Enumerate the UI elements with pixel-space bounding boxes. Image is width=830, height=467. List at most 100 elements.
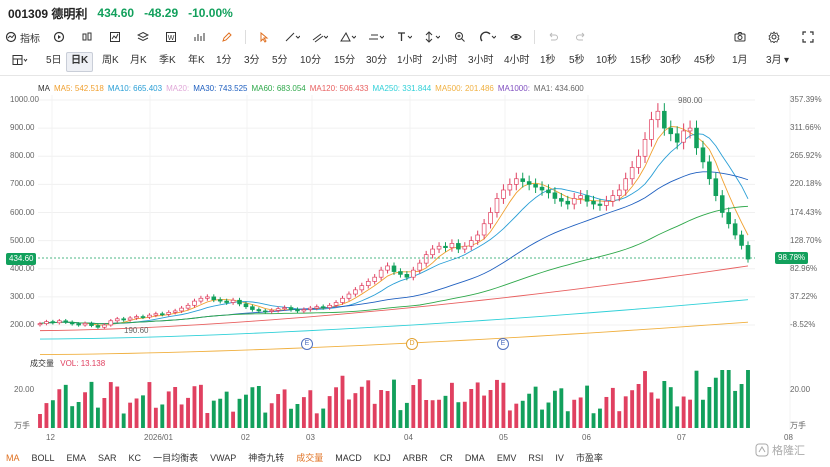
period-more-icon[interactable]: ▾: [784, 55, 790, 66]
undo-button[interactable]: [541, 27, 565, 47]
indicator-tab-8[interactable]: 成交量: [296, 453, 324, 463]
period-21[interactable]: 45秒: [694, 55, 716, 66]
ma-line-60: [39, 205, 749, 325]
fullscreen-button[interactable]: [796, 27, 820, 47]
period-20[interactable]: 30秒: [660, 55, 682, 66]
eye-button[interactable]: [504, 27, 528, 47]
chart-type-button[interactable]: [103, 27, 127, 47]
high-price-annotation: 980.00: [678, 96, 703, 105]
period-9[interactable]: 10分: [300, 55, 322, 66]
period-18[interactable]: 10秒: [596, 55, 618, 66]
volume-bar: [44, 403, 49, 428]
pct-tick: 220.18%: [790, 179, 822, 189]
candle: [674, 133, 680, 143]
pct-tick: 37.22%: [790, 291, 818, 301]
volume-bar: [128, 402, 133, 428]
volume-bar: [424, 400, 429, 428]
volume-bar: [636, 384, 641, 428]
price-tick: 500.00: [10, 235, 35, 245]
period-4[interactable]: 季K: [159, 55, 176, 66]
volume-bar: [353, 393, 358, 428]
pen-button[interactable]: [215, 27, 239, 47]
adjust-button[interactable]: W: [159, 27, 183, 47]
period-2[interactable]: 周K: [102, 55, 119, 66]
period-19[interactable]: 15秒: [630, 55, 652, 66]
indicator-tab-0[interactable]: MA: [6, 452, 20, 463]
volume-bar: [166, 391, 171, 428]
indicator-tab-3[interactable]: SAR: [98, 452, 117, 463]
period-3[interactable]: 月K: [130, 55, 147, 66]
period-1[interactable]: 日K: [66, 52, 94, 72]
period-23[interactable]: 3月: [766, 55, 782, 66]
layout-toggle[interactable]: [8, 52, 32, 70]
channel-tool-button[interactable]: [308, 27, 332, 47]
measure-tool-button[interactable]: [420, 27, 444, 47]
period-14[interactable]: 3小时: [468, 55, 494, 66]
indicator-tab-15[interactable]: RSI: [528, 452, 544, 463]
event-marker-1[interactable]: D: [406, 338, 418, 350]
indicator-tab-5[interactable]: 一目均衡表: [153, 453, 199, 463]
indicator-tab-4[interactable]: KC: [128, 452, 142, 463]
cursor-icon: [260, 31, 269, 43]
fib-tool-button[interactable]: [336, 27, 360, 47]
period-5[interactable]: 年K: [188, 55, 205, 66]
event-marker-2[interactable]: E: [497, 338, 509, 350]
text-tool-icon: [398, 32, 412, 41]
text-tool-button[interactable]: [392, 27, 416, 47]
indicator-tab-17[interactable]: 市盈率: [575, 453, 603, 463]
zoom-icon: [455, 32, 465, 42]
period-15[interactable]: 4小时: [504, 55, 530, 66]
cursor-button[interactable]: [252, 27, 276, 47]
compare-button[interactable]: [187, 27, 211, 47]
period-bar: 5日 日K 周K 月K 季K 年K 1分 3分 5分 10分 15分 30分 1小时 2小时 3小时 4小时 1…: [0, 52, 830, 72]
indicator-tab-11[interactable]: ARBR: [402, 452, 428, 463]
period-7[interactable]: 3分: [244, 55, 260, 66]
indicator-button[interactable]: 指标: [2, 27, 43, 47]
indicator-tab-12[interactable]: CR: [439, 452, 453, 463]
period-13[interactable]: 2小时: [432, 55, 458, 66]
indicator-tab-2[interactable]: EMA: [66, 452, 87, 463]
period-22[interactable]: 1月: [732, 55, 748, 66]
pattern-tool-button[interactable]: [364, 27, 388, 47]
candle: [44, 321, 49, 324]
period-16[interactable]: 1秒: [540, 55, 556, 66]
period-10[interactable]: 15分: [334, 55, 356, 66]
line-tool-button[interactable]: [280, 27, 304, 47]
period-12[interactable]: 1小时: [397, 55, 423, 66]
zoom-button[interactable]: [448, 27, 472, 47]
replay-button[interactable]: [47, 27, 71, 47]
volume-bar: [507, 410, 512, 428]
indicator-tab-6[interactable]: VWAP: [210, 452, 237, 463]
volume-bar: [366, 380, 371, 428]
indicator-tab-7[interactable]: 神奇九转: [248, 453, 285, 463]
volume-bar: [327, 396, 332, 428]
volume-bar: [482, 395, 487, 428]
candle: [166, 311, 172, 315]
candle: [713, 178, 719, 196]
magnet-button[interactable]: [476, 27, 500, 47]
screenshot-button[interactable]: [728, 27, 752, 47]
layers-button[interactable]: [131, 27, 155, 47]
candle: [745, 245, 751, 260]
candle: [719, 195, 725, 213]
period-11[interactable]: 30分: [366, 55, 388, 66]
candle: [391, 265, 397, 272]
candle: [681, 130, 686, 143]
candle-type-button[interactable]: [75, 27, 99, 47]
indicator-tab-14[interactable]: EMV: [496, 452, 517, 463]
event-marker-0[interactable]: E: [301, 338, 313, 350]
period-17[interactable]: 5秒: [569, 55, 585, 66]
indicator-tab-16[interactable]: IV: [555, 452, 564, 463]
channel-tool-icon: [312, 33, 328, 43]
indicator-tab-10[interactable]: KDJ: [373, 452, 391, 463]
indicator-tab-1[interactable]: BOLL: [31, 452, 55, 463]
period-6[interactable]: 1分: [216, 55, 232, 66]
indicator-tab-9[interactable]: MACD: [335, 452, 362, 463]
settings-button[interactable]: [762, 27, 786, 47]
candle: [539, 186, 545, 191]
period-0[interactable]: 5日: [46, 55, 62, 66]
period-8[interactable]: 5分: [272, 55, 288, 66]
indicator-tab-13[interactable]: DMA: [464, 452, 485, 463]
redo-button[interactable]: [569, 27, 593, 47]
